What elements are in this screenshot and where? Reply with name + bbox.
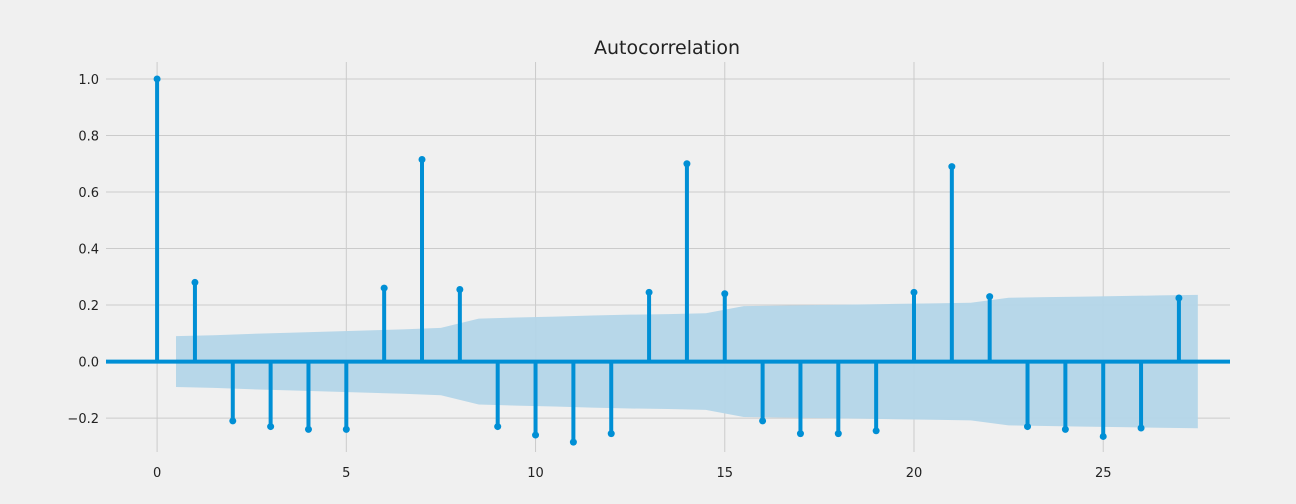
acf-point (229, 417, 237, 425)
x-tick-labels: 0 5 10 15 20 25 (153, 466, 1112, 481)
y-tick-label: 0.4 (78, 243, 99, 258)
x-tick-label: 10 (527, 466, 544, 481)
acf-point (910, 288, 918, 296)
y-tick-label: 0.0 (78, 356, 99, 371)
acf-point (1061, 425, 1069, 433)
acf-point (986, 293, 994, 301)
x-tick-label: 5 (342, 466, 350, 481)
acf-point (267, 423, 275, 431)
acf-point (569, 438, 577, 446)
chart-title: Autocorrelation (594, 37, 740, 59)
acf-point (948, 163, 956, 171)
acf-point (683, 160, 691, 168)
stems-group (153, 75, 1183, 446)
y-tick-labels: −0.2 0.0 0.2 0.4 0.6 0.8 1.0 (67, 73, 99, 427)
acf-point (456, 286, 464, 293)
acf-point (1099, 432, 1107, 440)
acf-point (494, 423, 502, 431)
acf-point (342, 425, 350, 433)
acf-point (532, 431, 540, 439)
acf-point (607, 430, 615, 438)
acf-point (721, 290, 729, 298)
y-tick-label: −0.2 (67, 412, 99, 427)
y-tick-label: 0.8 (78, 129, 99, 144)
acf-point (380, 284, 388, 292)
acf-point (418, 156, 426, 163)
acf-point (304, 425, 312, 433)
y-tick-label: 0.6 (78, 186, 99, 201)
grid (106, 62, 1230, 452)
y-tick-label: 0.2 (78, 299, 99, 314)
acf-point (1024, 423, 1032, 431)
acf-point (191, 278, 199, 286)
x-tick-label: 0 (153, 466, 161, 481)
acf-point (1137, 424, 1145, 432)
x-tick-label: 25 (1095, 466, 1112, 481)
acf-point (645, 288, 653, 296)
acf-point (872, 427, 880, 435)
y-tick-label: 1.0 (78, 73, 99, 88)
acf-point (834, 430, 842, 438)
x-tick-label: 15 (716, 466, 733, 481)
x-tick-label: 20 (906, 466, 923, 481)
acf-point (153, 75, 161, 83)
acf-point (1175, 294, 1183, 302)
acf-point (796, 430, 804, 438)
acf-point (759, 417, 767, 425)
